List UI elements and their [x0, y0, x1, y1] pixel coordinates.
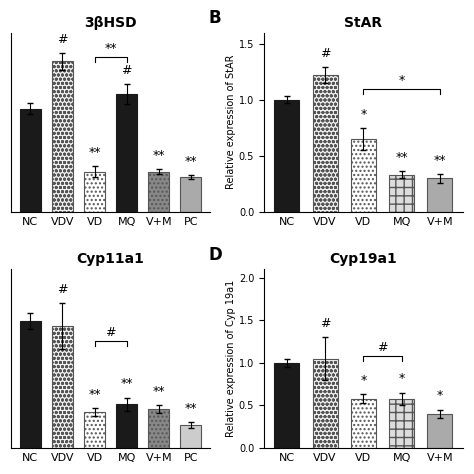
Bar — [428, 178, 452, 212]
Text: D: D — [208, 246, 222, 264]
Bar — [428, 414, 452, 448]
Bar — [148, 172, 169, 212]
Bar — [116, 94, 137, 212]
Text: **: ** — [88, 146, 101, 159]
Bar — [116, 404, 137, 448]
Text: *: * — [399, 373, 405, 385]
Bar — [181, 425, 201, 448]
Bar — [20, 321, 41, 448]
Text: **: ** — [153, 385, 165, 398]
Bar — [84, 412, 105, 448]
Text: #: # — [57, 33, 68, 46]
Text: **: ** — [395, 151, 408, 164]
Text: *: * — [399, 74, 405, 87]
Title: StAR: StAR — [344, 16, 383, 30]
Text: **: ** — [185, 402, 197, 415]
Text: B: B — [208, 9, 221, 27]
Text: **: ** — [185, 155, 197, 168]
Title: Cyp11a1: Cyp11a1 — [77, 253, 145, 266]
Text: **: ** — [153, 149, 165, 162]
Y-axis label: Relative expression of StAR: Relative expression of StAR — [226, 55, 236, 190]
Bar — [389, 175, 414, 212]
Bar — [274, 363, 299, 448]
Text: #: # — [377, 341, 388, 354]
Title: 3βHSD: 3βHSD — [84, 16, 137, 30]
Text: *: * — [360, 108, 366, 121]
Bar — [20, 109, 41, 212]
Text: **: ** — [88, 388, 101, 401]
Bar — [351, 399, 376, 448]
Text: #: # — [320, 47, 330, 60]
Text: #: # — [57, 283, 68, 296]
Text: #: # — [320, 317, 330, 330]
Text: **: ** — [434, 154, 446, 166]
Bar — [389, 399, 414, 448]
Text: *: * — [360, 374, 366, 387]
Text: **: ** — [120, 377, 133, 391]
Bar — [351, 139, 376, 212]
Text: **: ** — [104, 42, 117, 55]
Text: *: * — [437, 390, 443, 402]
Bar — [84, 172, 105, 212]
Bar — [313, 75, 337, 212]
Bar — [181, 177, 201, 212]
Text: #: # — [105, 326, 116, 339]
Bar — [52, 61, 73, 212]
Bar — [148, 409, 169, 448]
Bar — [52, 326, 73, 448]
Y-axis label: Relative expression of Cyp 19a1: Relative expression of Cyp 19a1 — [226, 280, 236, 437]
Bar — [274, 100, 299, 212]
Title: Cyp19a1: Cyp19a1 — [329, 253, 397, 266]
Bar — [313, 358, 337, 448]
Text: #: # — [121, 64, 132, 77]
